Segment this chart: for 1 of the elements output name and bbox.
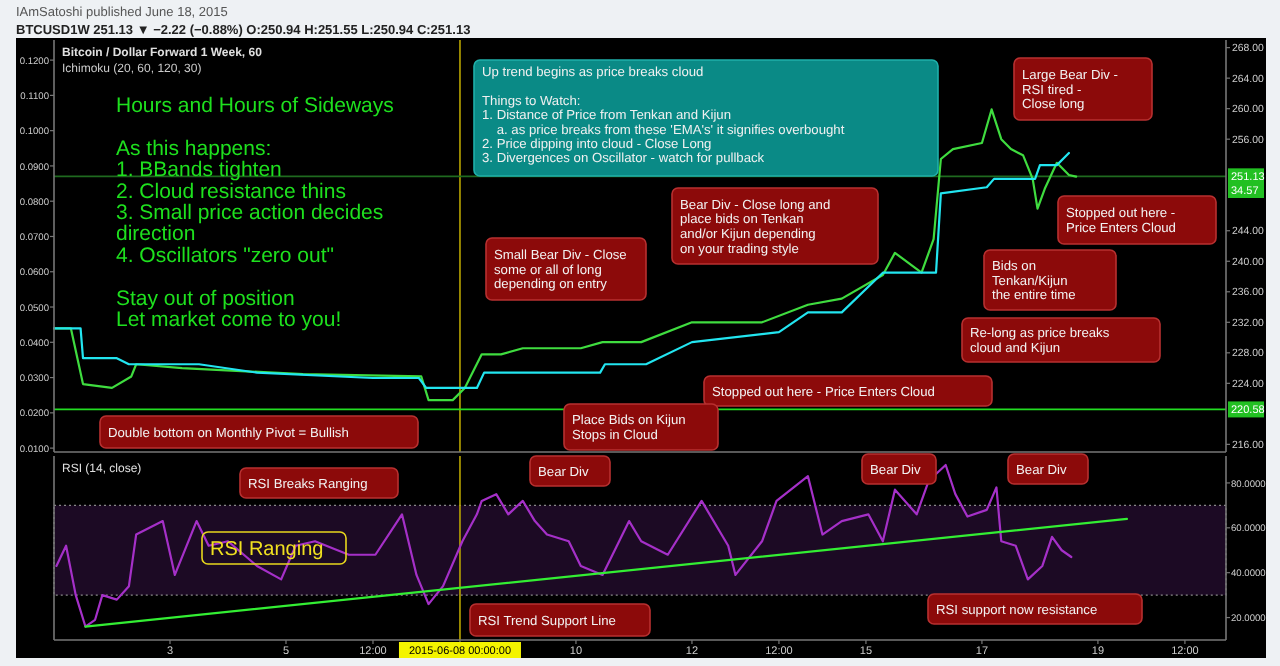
text: Hours and Hours of Sideways As this happens: 1. BBands tighten 2. Cloud resistance thins 3. Small price action decides direction 4. Oscillators "zero out" Stay out of position Let market come to you! [116,94,394,332]
